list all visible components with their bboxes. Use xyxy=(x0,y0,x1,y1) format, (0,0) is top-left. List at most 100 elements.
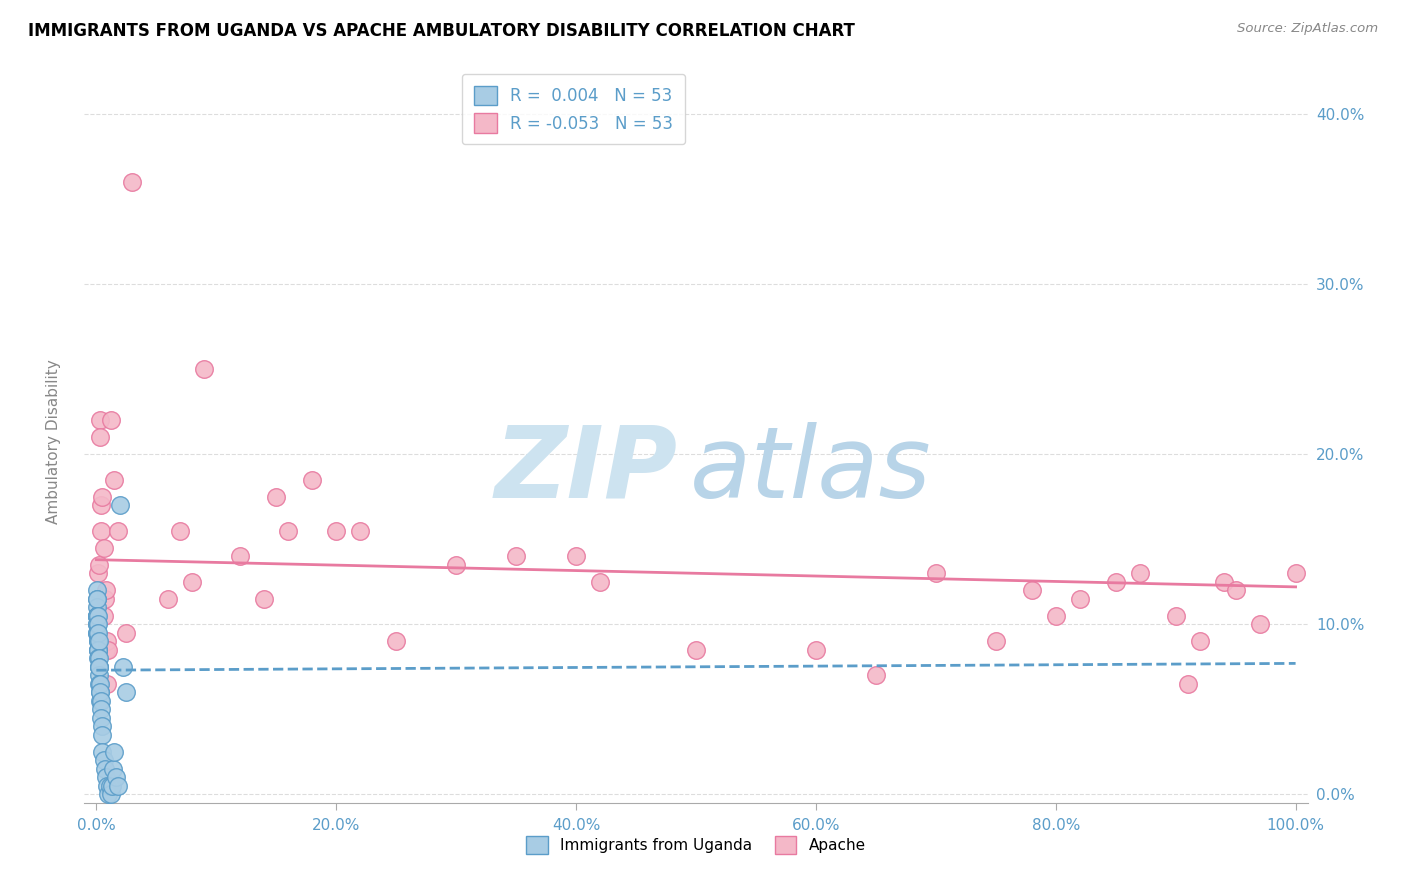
Point xyxy=(96,779,118,793)
Point xyxy=(86,634,108,648)
Point xyxy=(349,524,371,538)
Point xyxy=(385,634,408,648)
Point xyxy=(181,574,204,589)
Point xyxy=(301,473,323,487)
Point xyxy=(984,634,1007,648)
Point xyxy=(865,668,887,682)
Point xyxy=(90,719,112,733)
Point xyxy=(107,524,129,538)
Point xyxy=(86,625,108,640)
Point xyxy=(86,608,108,623)
Point xyxy=(86,566,108,581)
Point xyxy=(96,634,118,648)
Point xyxy=(87,651,110,665)
Point xyxy=(1105,574,1128,589)
Point xyxy=(87,651,110,665)
Point xyxy=(91,490,114,504)
Point xyxy=(97,642,120,657)
Point xyxy=(86,591,108,606)
Point xyxy=(87,634,110,648)
Point xyxy=(96,677,118,691)
Point xyxy=(444,558,467,572)
Point xyxy=(89,660,111,674)
Point xyxy=(1164,608,1187,623)
Point xyxy=(325,524,347,538)
Point xyxy=(100,787,122,801)
Point xyxy=(90,524,112,538)
Y-axis label: Ambulatory Disability: Ambulatory Disability xyxy=(46,359,60,524)
Point xyxy=(110,498,132,512)
Point xyxy=(86,625,108,640)
Point xyxy=(93,608,115,623)
Point xyxy=(87,617,110,632)
Point xyxy=(1129,566,1152,581)
Point xyxy=(1021,583,1043,598)
Point xyxy=(86,608,108,623)
Point xyxy=(87,668,110,682)
Point xyxy=(103,473,125,487)
Point xyxy=(94,642,117,657)
Point xyxy=(264,490,287,504)
Point xyxy=(104,770,127,784)
Point xyxy=(89,685,111,699)
Point xyxy=(1212,574,1234,589)
Point xyxy=(169,524,191,538)
Point xyxy=(1045,608,1067,623)
Point xyxy=(90,702,112,716)
Point xyxy=(90,694,112,708)
Point xyxy=(1225,583,1247,598)
Point xyxy=(93,591,117,606)
Point xyxy=(115,685,138,699)
Point xyxy=(86,608,108,623)
Point xyxy=(86,617,108,632)
Point xyxy=(93,762,117,776)
Point xyxy=(115,625,138,640)
Point xyxy=(86,608,108,623)
Legend: Immigrants from Uganda, Apache: Immigrants from Uganda, Apache xyxy=(520,830,872,860)
Point xyxy=(1069,591,1091,606)
Point xyxy=(101,762,124,776)
Point xyxy=(94,770,117,784)
Point xyxy=(86,642,108,657)
Point xyxy=(87,558,110,572)
Point xyxy=(87,625,110,640)
Point xyxy=(93,753,115,767)
Text: ZIP: ZIP xyxy=(495,422,678,519)
Point xyxy=(253,591,276,606)
Point xyxy=(505,549,527,564)
Point xyxy=(1177,677,1199,691)
Point xyxy=(277,524,299,538)
Point xyxy=(86,617,108,632)
Point xyxy=(193,362,215,376)
Point xyxy=(86,600,108,615)
Point xyxy=(589,574,612,589)
Point xyxy=(121,175,143,189)
Point xyxy=(90,498,112,512)
Point xyxy=(157,591,180,606)
Point xyxy=(89,413,111,427)
Point xyxy=(91,745,114,759)
Point xyxy=(1249,617,1271,632)
Point xyxy=(91,728,114,742)
Point xyxy=(89,677,111,691)
Point xyxy=(87,642,110,657)
Point xyxy=(1284,566,1306,581)
Point xyxy=(90,711,112,725)
Point xyxy=(89,685,111,699)
Point xyxy=(98,779,121,793)
Text: IMMIGRANTS FROM UGANDA VS APACHE AMBULATORY DISABILITY CORRELATION CHART: IMMIGRANTS FROM UGANDA VS APACHE AMBULAT… xyxy=(28,22,855,40)
Point xyxy=(86,583,108,598)
Point xyxy=(925,566,948,581)
Point xyxy=(103,745,125,759)
Point xyxy=(87,634,110,648)
Point xyxy=(1188,634,1211,648)
Text: atlas: atlas xyxy=(690,422,932,519)
Point xyxy=(97,787,120,801)
Point xyxy=(89,677,111,691)
Point xyxy=(86,608,108,623)
Point xyxy=(93,541,115,555)
Text: Source: ZipAtlas.com: Source: ZipAtlas.com xyxy=(1237,22,1378,36)
Point xyxy=(89,694,111,708)
Point xyxy=(804,642,827,657)
Point xyxy=(86,591,108,606)
